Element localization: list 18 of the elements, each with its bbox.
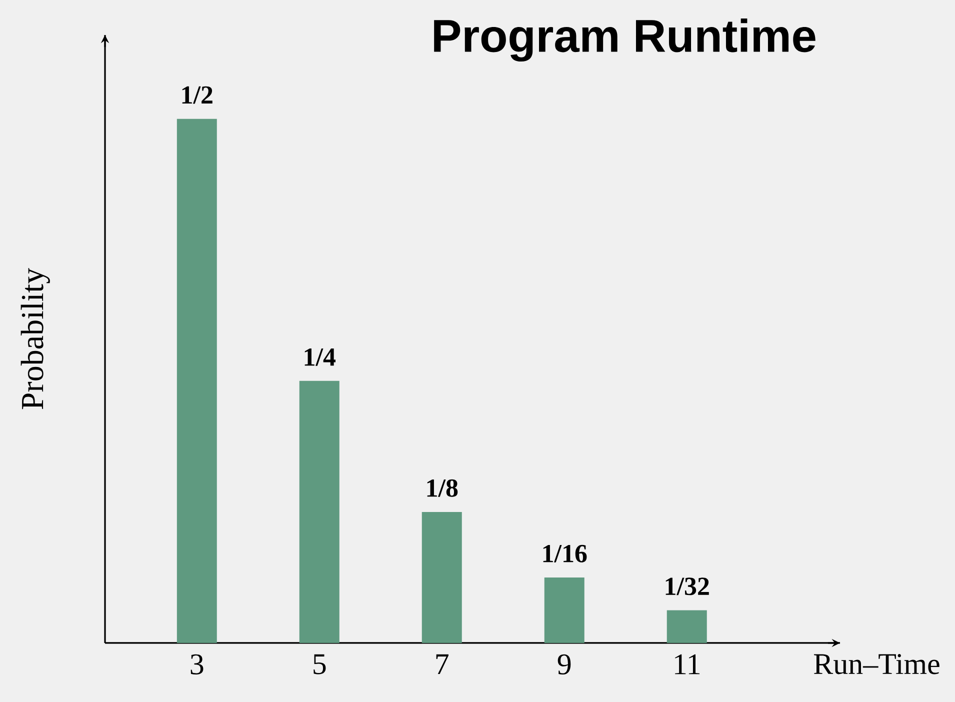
x-axis-title: Run–Time <box>814 654 940 674</box>
bar <box>422 512 462 643</box>
bar <box>544 577 584 643</box>
bar <box>176 118 217 643</box>
data-label: 1/32 <box>666 578 709 596</box>
x-tick-label: 11 <box>675 654 700 674</box>
bar <box>299 380 340 643</box>
y-axis-title: Probability <box>20 268 50 410</box>
x-tick-label: 3 <box>190 654 204 674</box>
data-label: 1/2 <box>182 86 212 104</box>
chart-title: Program Runtime <box>434 18 816 62</box>
data-label: 1/8 <box>427 479 458 497</box>
x-tick-label: 9 <box>558 654 571 674</box>
data-label: 1/16 <box>543 544 587 562</box>
x-tick-label: 5 <box>314 654 326 674</box>
x-tick-label: 7 <box>436 654 448 674</box>
data-label: 1/4 <box>304 348 336 366</box>
bar <box>666 610 707 643</box>
